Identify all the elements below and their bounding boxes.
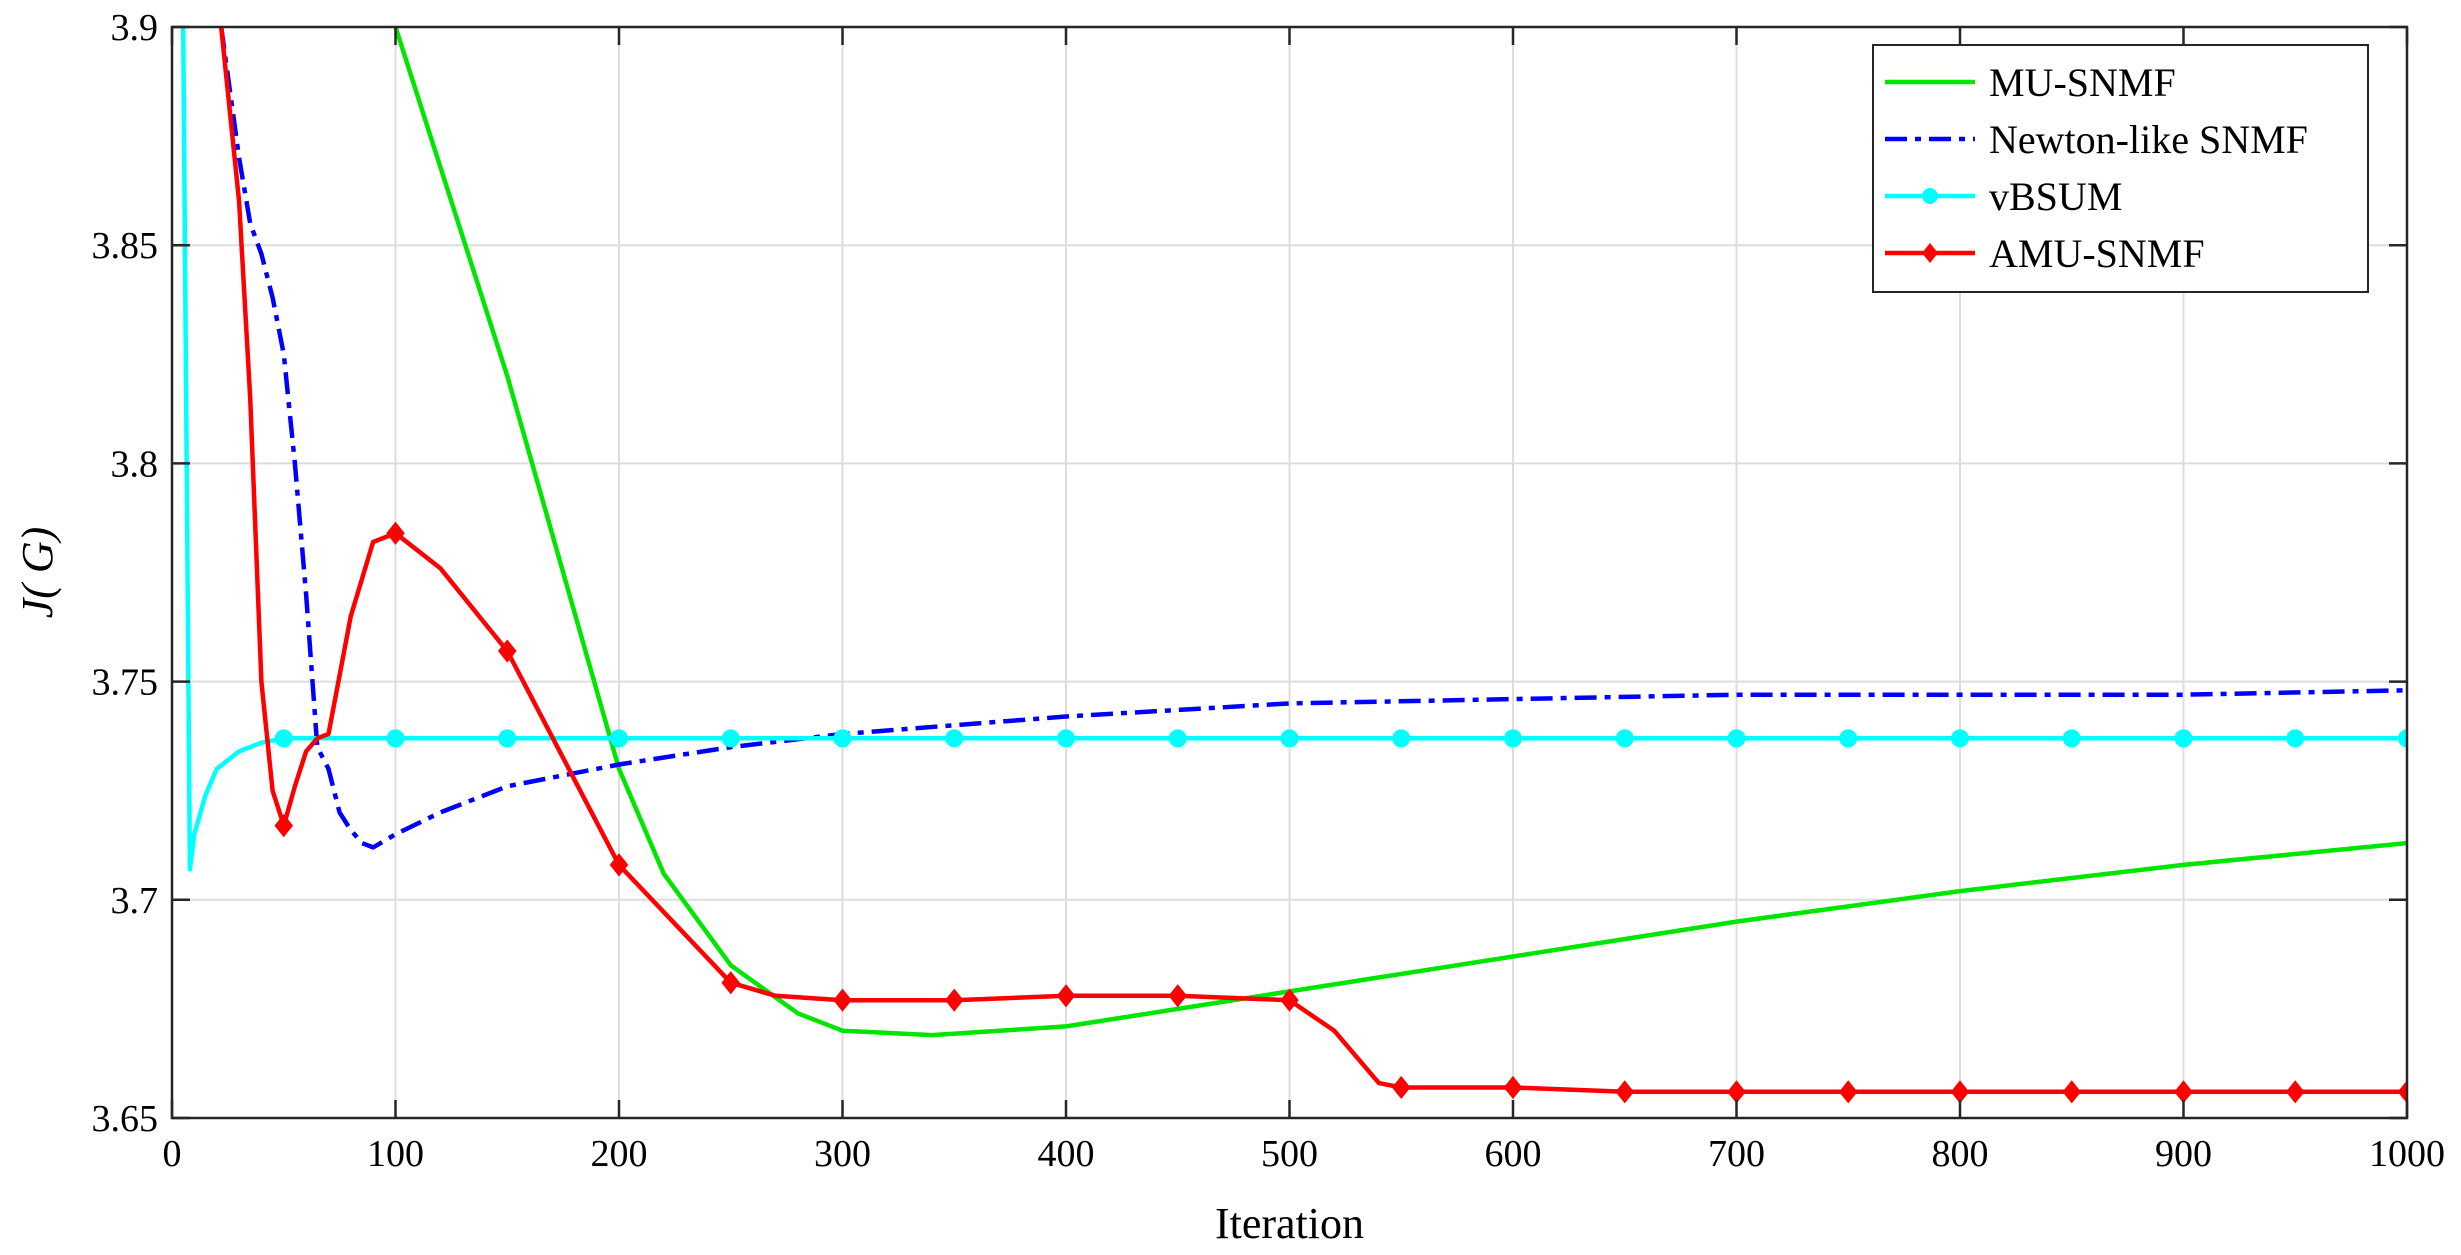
series-marker-3: [944, 988, 964, 1012]
y-tick-label: 3.7: [111, 880, 159, 922]
legend-label-2: vBSUM: [1989, 174, 2122, 219]
series-marker-3: [2062, 1080, 2082, 1104]
series-marker-3: [1503, 1075, 1523, 1100]
y-tick-label: 3.9: [111, 7, 159, 49]
legend-label-1: Newton-like SNMF: [1989, 117, 2308, 162]
legend-marker-2: [1922, 188, 1938, 204]
series-marker-3: [497, 639, 517, 663]
series-line-1: [218, 27, 2407, 850]
series-marker-2: [1280, 729, 1299, 748]
series-marker-3: [2397, 1080, 2407, 1104]
series-marker-2: [1615, 729, 1634, 748]
y-tick-label: 3.65: [92, 1098, 159, 1140]
x-tick-label: 800: [1932, 1133, 1989, 1175]
x-tick-label: 700: [1708, 1133, 1765, 1175]
legend-marker-3: [1922, 243, 1938, 263]
series-marker-3: [833, 988, 852, 1012]
series-marker-3: [386, 521, 405, 545]
series-marker-2: [2062, 729, 2081, 748]
series-marker-3: [2285, 1080, 2305, 1104]
series-marker-3: [1615, 1080, 1635, 1104]
x-tick-label: 300: [814, 1133, 871, 1175]
x-tick-label: 200: [591, 1133, 648, 1175]
y-tick-label: 3.85: [92, 225, 159, 267]
series-marker-3: [1838, 1080, 1858, 1104]
series-marker-2: [945, 729, 964, 748]
x-tick-label: 500: [1261, 1133, 1318, 1175]
series-marker-2: [1168, 729, 1187, 748]
x-tick-label: 400: [1038, 1133, 1095, 1175]
x-tick-label: 900: [2155, 1133, 2212, 1175]
series-marker-2: [2398, 729, 2407, 748]
tick-labels: 0 100 200 300 400 500 600 700 800 900 1000 3.65 3.7 3…: [92, 7, 2446, 1175]
legend-label-0: MU-SNMF: [1989, 60, 2176, 105]
series-marker-2: [833, 729, 852, 748]
series-marker-3: [609, 853, 629, 877]
x-tick-label: 100: [367, 1133, 424, 1175]
series-marker-3: [1168, 984, 1188, 1008]
series-marker-2: [1839, 729, 1858, 748]
series-marker-2: [2174, 729, 2193, 748]
series-marker-2: [2286, 729, 2305, 748]
series-marker-2: [1951, 729, 1969, 748]
y-tick-label: 3.8: [111, 443, 159, 485]
y-axis-title: J( G): [13, 527, 62, 619]
series-marker-2: [1392, 729, 1411, 748]
series-marker-3: [274, 814, 294, 838]
legend-label-3: AMU-SNMF: [1989, 231, 2205, 276]
series-marker-2: [610, 729, 628, 748]
x-axis-title: Iteration: [1215, 1199, 1364, 1248]
legend: MU-SNMF Newton-like SNMF vBSUM AMU-SNMF: [1872, 44, 2369, 293]
y-tick-label: 3.75: [92, 662, 159, 704]
x-tick-label: 600: [1485, 1133, 1542, 1175]
series-marker-2: [1504, 729, 1522, 748]
plot-area: [180, 27, 2407, 1104]
series-marker-3: [721, 971, 741, 995]
x-tick-label: 1000: [2369, 1133, 2445, 1175]
series-line-0: [393, 27, 2407, 1038]
series-line-3: [218, 27, 2407, 1095]
axes: [170, 25, 2409, 1120]
series-marker-2: [721, 729, 740, 748]
series-marker-3: [1280, 988, 1299, 1012]
series-marker-2: [386, 729, 405, 748]
series-marker-2: [274, 729, 293, 748]
series-marker-2: [1057, 729, 1075, 748]
series-marker-3: [1391, 1075, 1411, 1100]
series-marker-2: [498, 729, 517, 748]
series-marker-3: [1056, 984, 1076, 1008]
series-marker-2: [1727, 729, 1746, 748]
x-tick-label: 0: [163, 1133, 182, 1175]
